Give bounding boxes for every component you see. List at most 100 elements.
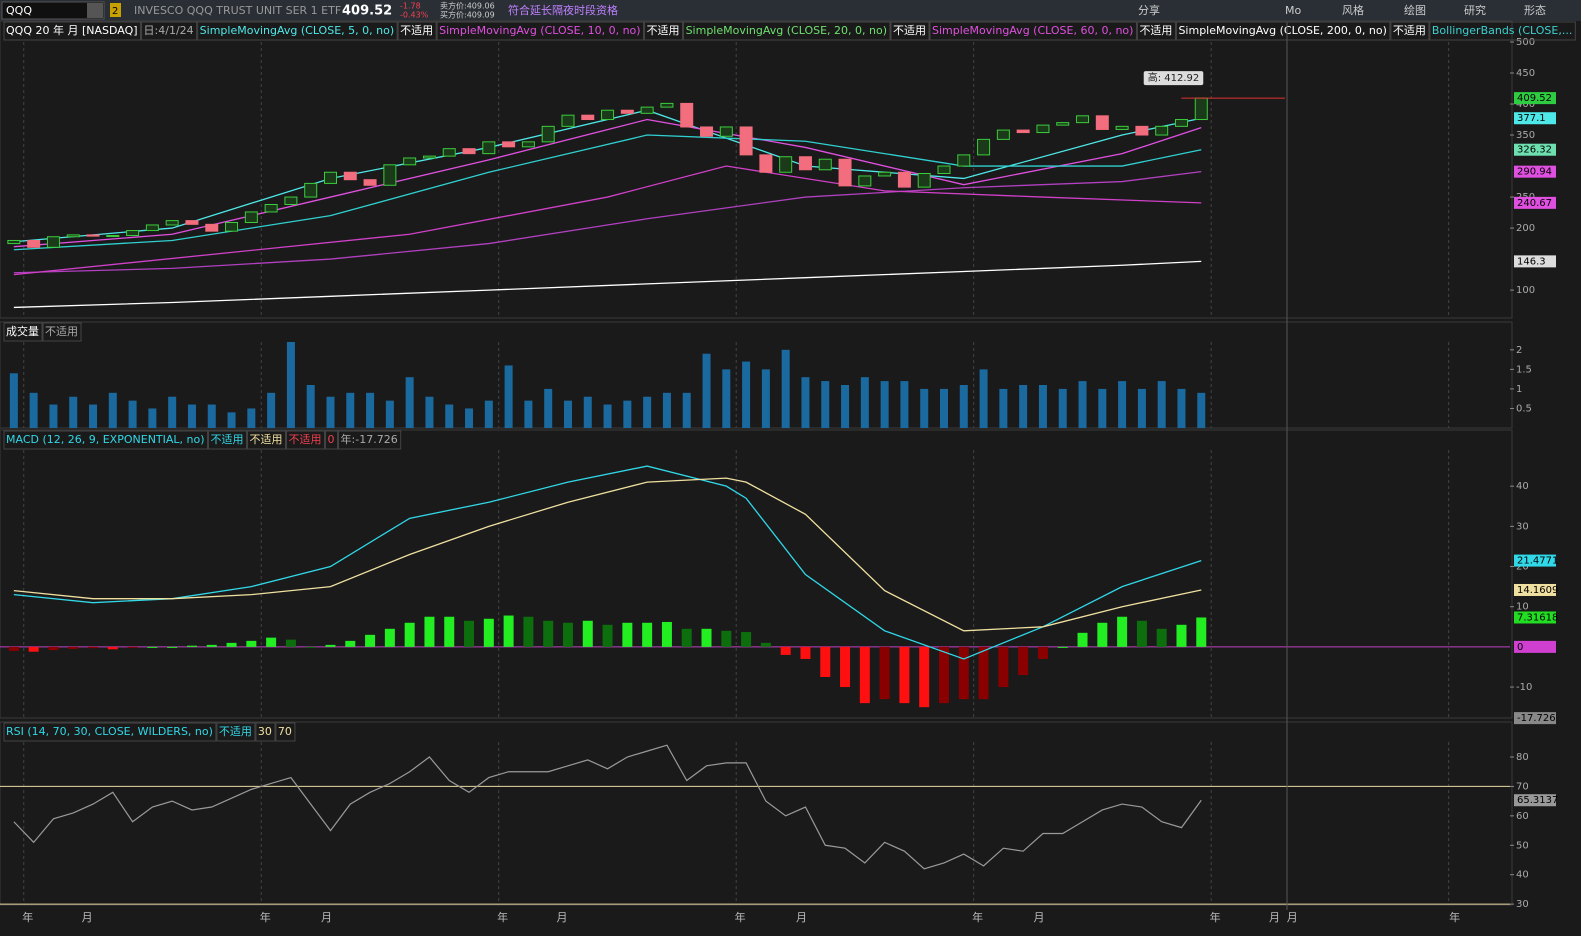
high-box	[1143, 71, 1204, 86]
volume-bar	[544, 388, 553, 428]
volume-bar	[1058, 388, 1067, 428]
mo-button[interactable]: Mo	[1285, 4, 1301, 17]
y-tick-label: 60	[1516, 811, 1529, 822]
label-box	[42, 322, 82, 342]
histogram-bar	[28, 646, 39, 652]
histogram-bar	[68, 646, 79, 649]
candle	[185, 220, 199, 225]
study-status[interactable]: 不适用	[400, 24, 433, 37]
histogram-bar	[780, 646, 791, 655]
histogram-bar	[325, 644, 336, 647]
candle	[244, 211, 258, 223]
symbol-dropdown[interactable]	[87, 3, 103, 18]
panel-title: MACD (12, 26, 9, EXPONENTIAL, no)	[6, 433, 205, 446]
value-tag-label: -17.726	[1517, 713, 1556, 724]
study-status[interactable]: 不适用	[211, 433, 244, 446]
volume-bar	[425, 396, 434, 428]
style-button[interactable]: 风格	[1342, 3, 1364, 17]
link-badge[interactable]	[110, 3, 121, 17]
histogram-bar	[444, 616, 455, 647]
volume-bar	[1177, 388, 1186, 428]
histogram-bar	[523, 616, 534, 647]
value-tag	[1514, 611, 1556, 624]
label-box	[325, 430, 339, 450]
value-tag	[1514, 92, 1556, 105]
toolbar	[0, 0, 1581, 21]
candle	[521, 141, 535, 148]
histogram-bar	[424, 616, 435, 647]
change: -1.78	[400, 2, 421, 11]
candle	[126, 230, 140, 237]
volume-bar	[999, 388, 1008, 428]
value-tag-label: 21.4771	[1517, 556, 1558, 567]
histogram-bar	[1097, 622, 1108, 647]
high-label: 高: 412.92	[1148, 71, 1200, 84]
volume-bar	[583, 396, 592, 428]
histogram-bar	[464, 620, 475, 647]
candle	[165, 220, 179, 226]
volume-bar	[108, 392, 117, 428]
candle	[363, 179, 377, 186]
candle	[205, 223, 219, 232]
study-label[interactable]: SimpleMovingAvg (CLOSE, 60, 0, no)	[932, 24, 1133, 37]
study-status[interactable]: 不适用	[45, 325, 78, 338]
study-status[interactable]: 不适用	[647, 24, 680, 37]
volume-bar	[128, 400, 137, 428]
x-tick-label: 月	[1033, 911, 1044, 924]
volume-bar	[326, 396, 335, 428]
value-tag	[1514, 143, 1556, 156]
histogram-bar	[285, 639, 296, 647]
candle	[323, 171, 337, 184]
level-label: 70	[278, 725, 292, 738]
study-label[interactable]: SimpleMovingAvg (CLOSE, 5, 0, no)	[200, 24, 394, 37]
study-label[interactable]: SimpleMovingAvg (CLOSE, 10, 0, no)	[439, 24, 640, 37]
histogram-bar	[483, 618, 494, 647]
symbol-input[interactable]	[1, 1, 105, 20]
study-button[interactable]: 研究	[1464, 3, 1486, 17]
label-box	[338, 430, 402, 450]
value-tag	[1514, 712, 1556, 725]
study-status[interactable]: 不适用	[219, 725, 252, 738]
volume-bar	[900, 381, 909, 428]
last-price: 409.52	[342, 4, 392, 19]
study-status[interactable]: 不适用	[250, 433, 283, 446]
histogram-bar	[226, 642, 237, 647]
candle	[225, 221, 239, 232]
pattern-button[interactable]: 形态	[1524, 4, 1546, 17]
histogram-bar	[760, 642, 771, 647]
candle	[818, 158, 832, 171]
volume-bar	[286, 342, 295, 428]
study-label[interactable]: SimpleMovingAvg (CLOSE, 20, 0, no)	[686, 24, 887, 37]
line	[13, 134, 1202, 251]
histogram-bar	[938, 646, 949, 704]
candle	[383, 164, 397, 186]
extended-hours[interactable]: 符合延长隔夜时段资格	[508, 3, 618, 17]
share-button[interactable]: 分享	[1138, 3, 1160, 17]
volume-bar	[306, 385, 315, 428]
candle	[977, 138, 991, 156]
volume-bar	[207, 404, 216, 428]
draw-button[interactable]: 绘图	[1404, 3, 1426, 17]
study-status[interactable]: 不适用	[1139, 24, 1172, 37]
panel	[0, 429, 1513, 719]
candle	[1016, 129, 1030, 134]
panel	[0, 20, 1513, 319]
study-label[interactable]: SimpleMovingAvg (CLOSE, 200, 0, no)	[1178, 24, 1386, 37]
study-status[interactable]: 不适用	[289, 433, 322, 446]
histogram-bar	[741, 632, 752, 647]
label-box	[247, 430, 287, 450]
volume-bar	[29, 392, 38, 428]
volume-bar	[781, 349, 790, 428]
line	[13, 477, 1202, 632]
study-status[interactable]: 不适用	[893, 24, 926, 37]
study-status[interactable]: 不适用	[1393, 24, 1426, 37]
x-tick-label: 月	[557, 911, 568, 924]
volume-bar	[1197, 392, 1206, 428]
value-tag	[1514, 165, 1556, 178]
histogram-bar	[404, 622, 415, 647]
candle	[284, 196, 298, 205]
histogram-bar	[582, 620, 593, 647]
y-tick-label: 30	[1516, 521, 1529, 532]
study-label[interactable]: BollingerBands (CLOSE,...	[1432, 24, 1572, 37]
volume-bar	[920, 388, 929, 428]
